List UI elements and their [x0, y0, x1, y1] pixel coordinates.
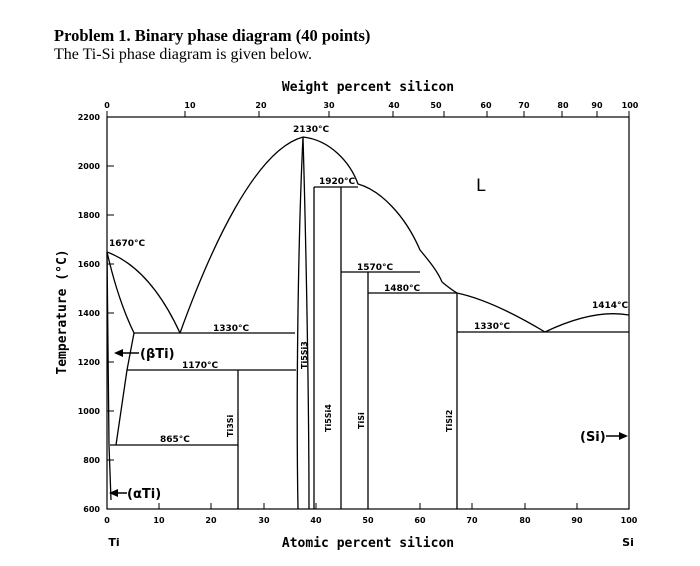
liquidus-ti-side — [106, 251, 181, 334]
liquidus-ti5si3-left — [179, 136, 304, 334]
top-tick-30: 30 — [323, 101, 335, 110]
top-tick-50: 50 — [430, 101, 442, 110]
top-tick-80: 80 — [557, 101, 569, 110]
label-ti3si: Ti3Si — [226, 414, 235, 437]
alpha-ti-boundary — [108, 444, 112, 501]
top-axis-ticks — [106, 111, 630, 117]
alpha-ti-arrowhead-icon — [109, 489, 118, 497]
beta-ti-left-boundary — [106, 251, 110, 446]
label-ti5si3: Ti5Si3 — [300, 341, 309, 369]
phase-boundaries — [106, 136, 630, 510]
top-tick-20: 20 — [255, 101, 267, 110]
label-liquid: L — [476, 176, 486, 196]
y-tick-600: 600 — [83, 505, 100, 514]
label-alpha-ti: (αTi) — [127, 487, 161, 502]
label-1920: 1920°C — [319, 177, 356, 187]
y-tick-800: 800 — [83, 456, 100, 465]
problem-title: Problem 1. Binary phase diagram (40 poin… — [54, 26, 371, 45]
top-tick-0: 0 — [104, 101, 110, 110]
bottom-tick-90: 90 — [571, 516, 583, 525]
label-2130: 2130°C — [293, 125, 330, 135]
bottom-tick-20: 20 — [205, 516, 217, 525]
right-element-label: Si — [622, 536, 634, 549]
top-tick-90: 90 — [591, 101, 603, 110]
beta-ti-solvus — [115, 332, 135, 446]
liquidus-ti5si3-right — [302, 136, 443, 283]
label-tisi2: TiSi2 — [445, 410, 454, 432]
top-tick-10: 10 — [184, 101, 196, 110]
problem-subtitle: The Ti-Si phase diagram is given below. — [54, 46, 313, 63]
bottom-tick-100: 100 — [621, 516, 638, 525]
beta-ti-arrowhead-icon — [114, 349, 123, 357]
label-ti5si4: Ti5Si4 — [324, 404, 333, 432]
y-tick-1200: 1200 — [78, 358, 101, 367]
ti5si3-right-boundary — [302, 136, 310, 510]
si-label-group: (Si) — [580, 430, 628, 445]
liquidus-tisi2-right — [456, 292, 546, 333]
label-si: (Si) — [580, 430, 606, 445]
label-beta-ti: (βTi) — [140, 347, 175, 362]
label-1670: 1670°C — [109, 239, 146, 249]
label-1570: 1570°C — [357, 263, 394, 273]
liquidus-si-side — [544, 313, 630, 333]
bottom-tick-60: 60 — [414, 516, 426, 525]
top-tick-70: 70 — [518, 101, 530, 110]
liquidus-tisi-region — [441, 281, 458, 294]
top-tick-40: 40 — [388, 101, 400, 110]
y-tick-1400: 1400 — [78, 309, 101, 318]
top-tick-60: 60 — [480, 101, 492, 110]
label-1170: 1170°C — [182, 361, 219, 371]
ti5si3-left-boundary — [296, 136, 304, 510]
bottom-tick-30: 30 — [258, 516, 270, 525]
si-arrowhead-icon — [619, 432, 628, 440]
y-tick-1800: 1800 — [78, 211, 101, 220]
bottom-tick-50: 50 — [362, 516, 374, 525]
label-865: 865°C — [160, 435, 190, 445]
y-axis-title: Temperature (°C) — [55, 249, 70, 374]
beta-ti-solidus — [106, 251, 135, 334]
top-axis-title: Weight percent silicon — [282, 80, 454, 95]
label-tisi: TiSi — [357, 412, 366, 429]
beta-ti-label-group: (βTi) — [114, 347, 175, 362]
y-tick-2200: 2200 — [78, 113, 101, 122]
y-tick-1000: 1000 — [78, 407, 101, 416]
bottom-axis-ticks — [106, 503, 630, 509]
label-1480: 1480°C — [384, 284, 421, 294]
bottom-tick-40: 40 — [310, 516, 322, 525]
bottom-tick-80: 80 — [519, 516, 531, 525]
y-tick-2000: 2000 — [78, 162, 101, 171]
bottom-tick-0: 0 — [104, 516, 110, 525]
y-tick-1600: 1600 — [78, 260, 101, 269]
top-tick-100: 100 — [622, 101, 639, 110]
left-element-label: Ti — [108, 536, 119, 549]
bottom-tick-10: 10 — [153, 516, 165, 525]
bottom-axis-title: Atomic percent silicon — [282, 536, 454, 551]
label-1330-left: 1330°C — [213, 324, 250, 334]
label-1414: 1414°C — [592, 301, 629, 311]
alpha-ti-label-group: (αTi) — [109, 487, 161, 502]
bottom-tick-70: 70 — [466, 516, 478, 525]
problem-heading: Problem 1. Binary phase diagram (40 poin… — [54, 26, 370, 64]
label-1330-right: 1330°C — [474, 322, 511, 332]
